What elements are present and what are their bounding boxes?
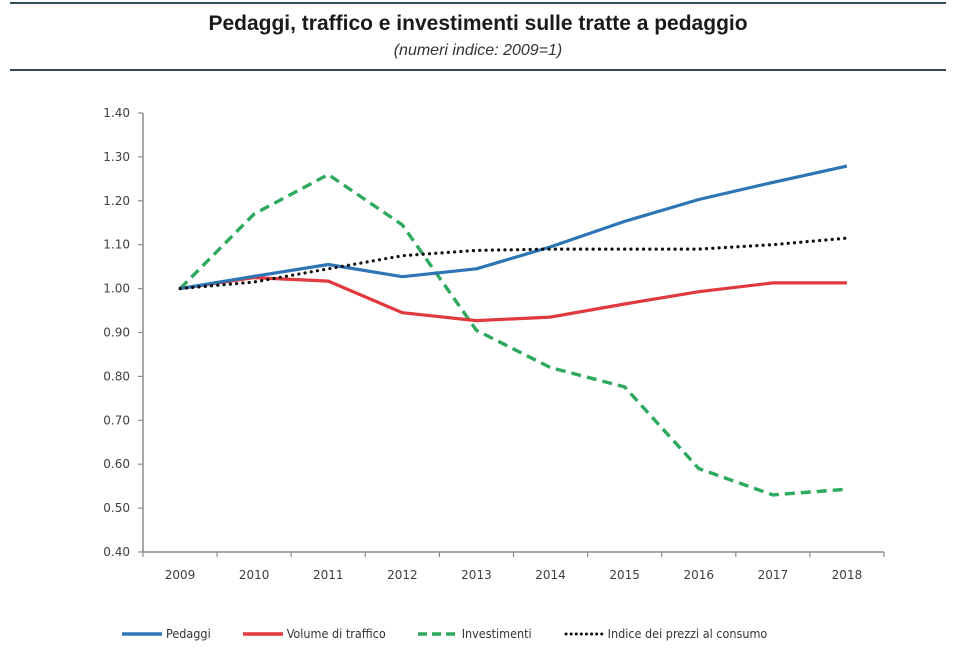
- x-tick-label: 2013: [461, 568, 492, 582]
- header-rule: [10, 69, 946, 71]
- series-line-investimenti: [178, 172, 848, 497]
- legend-swatch-traffico: [242, 631, 283, 636]
- legend-item-volume-di-traffico: Volume di traffico: [241, 626, 386, 641]
- x-tick-label: 2011: [313, 568, 344, 582]
- y-tick-label: 1.20: [103, 194, 130, 208]
- legend-item-indice-prezzi: Indice dei prezzi al consumo: [562, 626, 768, 641]
- top-rule: [10, 2, 946, 4]
- x-tick-label: 2009: [165, 568, 196, 582]
- axes: 0.40 0.50 0.60 0.70 0.80 0.90 1.00 1.10 1.20 1.30…: [103, 106, 885, 582]
- y-tick-label: 1.00: [103, 282, 130, 296]
- line-chart: 0.40 0.50 0.60 0.70 0.80 0.90 1.00 1.10 1.20 1.30…: [103, 106, 885, 582]
- legend-label: Volume di traffico: [286, 626, 386, 641]
- chart-title: Pedaggi, traffico e investimenti sulle t…: [208, 12, 748, 35]
- chart-subtitle: (numeri indice: 2009=1): [393, 42, 563, 59]
- series-line-indice-dei-prezzi-al-consumo: [178, 236, 849, 291]
- legend-label: Pedaggi: [166, 626, 211, 641]
- series-lines: [178, 164, 849, 497]
- y-tick-label: 0.60: [103, 457, 130, 471]
- legend-item-investimenti: Investimenti: [416, 626, 532, 641]
- y-tick-label: 0.90: [103, 326, 130, 340]
- x-tick-label: 2015: [609, 568, 640, 582]
- y-tick-label: 0.80: [103, 369, 130, 383]
- y-tick-label: 0.50: [103, 501, 130, 515]
- x-tick-label: 2012: [387, 568, 418, 582]
- legend-item-pedaggi: Pedaggi: [120, 626, 211, 641]
- y-tick-label: 0.40: [103, 545, 130, 559]
- series-line-volume-di-traffico: [179, 276, 847, 323]
- legend-label: Indice dei prezzi al consumo: [607, 626, 768, 641]
- legend-swatch-prezzi: [564, 632, 606, 635]
- x-tick-label: 2014: [535, 568, 566, 582]
- legend-swatch-pedaggi: [122, 631, 162, 636]
- x-tick-label: 2010: [239, 568, 270, 582]
- y-tick-label: 0.70: [103, 413, 130, 427]
- x-tick-label: 2018: [832, 568, 863, 582]
- x-tick-label: 2017: [758, 568, 789, 582]
- legend: Pedaggi Volume di traffico Investimenti …: [120, 626, 767, 641]
- legend-swatch-investimenti: [417, 631, 458, 636]
- x-tick-label: 2016: [683, 568, 714, 582]
- y-tick-label: 1.40: [103, 106, 130, 120]
- y-tick-label: 1.30: [103, 150, 130, 164]
- legend-label: Investimenti: [461, 626, 532, 641]
- y-tick-label: 1.10: [103, 238, 130, 252]
- series-line-pedaggi: [179, 164, 848, 291]
